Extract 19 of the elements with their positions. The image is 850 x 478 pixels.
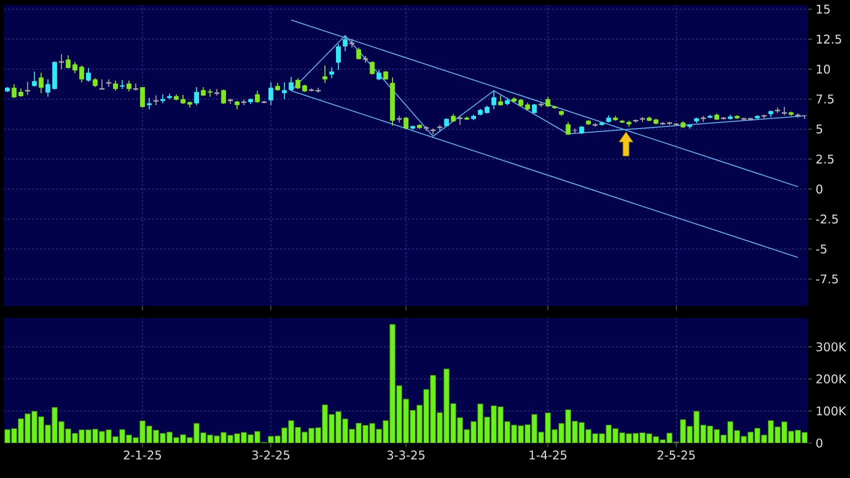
y-tick-label: 2.5 [816,154,834,164]
y-tick-label: -5 [816,244,826,254]
y-tick-label: 10 [816,64,830,74]
y-tick-label: -2.5 [816,214,838,224]
y-tick-label: 100K [816,406,846,416]
y-tick-label: 5 [816,124,822,134]
y-tick-label: 200K [816,374,846,384]
y-tick-label: 7.5 [816,94,834,104]
x-tick-label: 3-3-25 [387,450,424,460]
x-tick-label: 2-1-25 [124,450,161,460]
x-tick-label: 3-2-25 [252,450,290,460]
y-tick-label: 12.5 [816,34,842,44]
y-tick-label: 300K [816,342,846,352]
y-tick-label: 0 [816,184,822,194]
y-tick-label: 0 [816,438,822,448]
x-tick-label: 2-5-25 [658,450,695,460]
y-tick-label: -7.5 [816,274,838,284]
y-tick-label: 15 [816,4,830,14]
x-tick-label: 1-4-25 [530,450,566,460]
